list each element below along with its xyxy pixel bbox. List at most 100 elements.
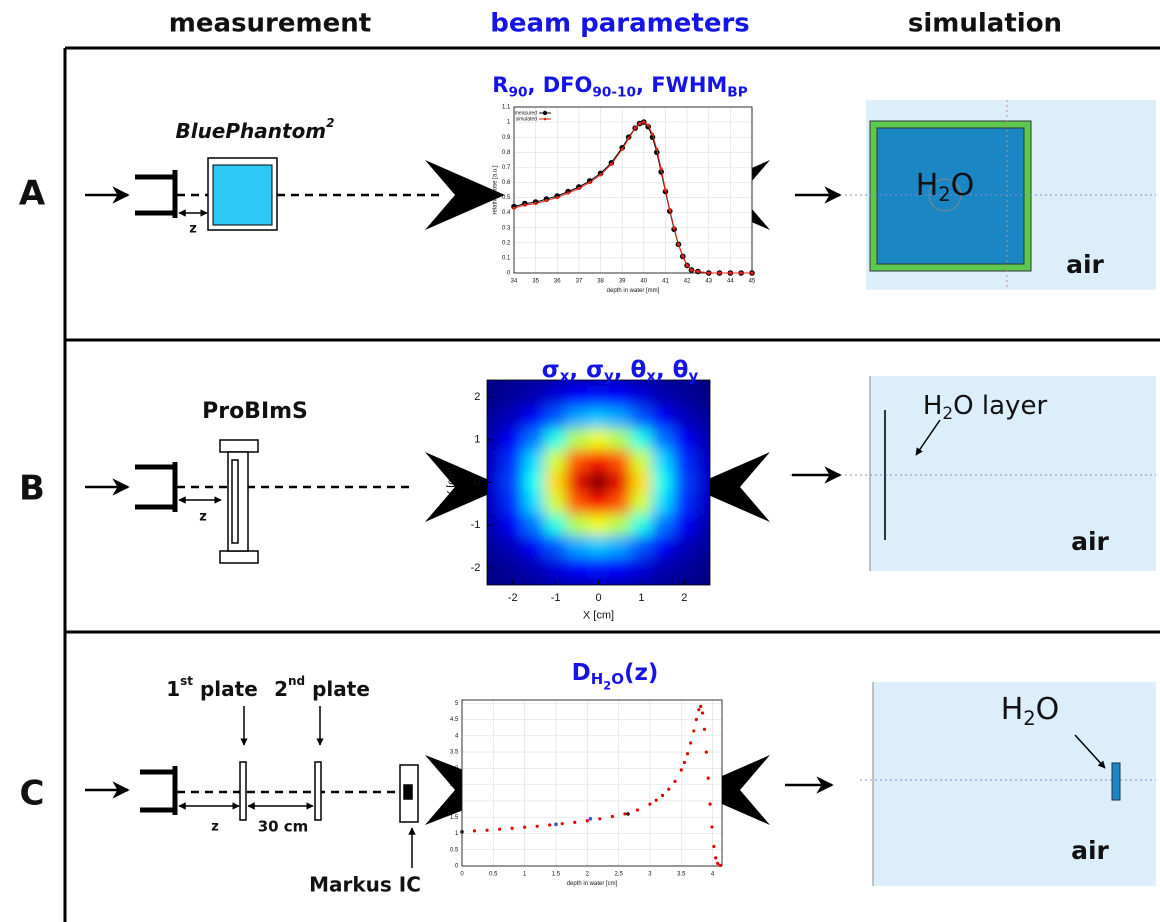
- y-tick-label: 1: [507, 120, 511, 126]
- heatmap-cell: [523, 386, 545, 408]
- data-point: [692, 729, 695, 732]
- beam-parameters-part: , DFO: [527, 73, 592, 97]
- heatmap-cell: [544, 407, 566, 429]
- heatmap-cell: [609, 535, 631, 557]
- data-point: [685, 264, 688, 267]
- y-tick-label: 4: [455, 733, 459, 739]
- data-point: [473, 829, 476, 832]
- data-point: [707, 777, 710, 780]
- x-tick-label: 44: [727, 279, 734, 285]
- beam-parameters-part: σ: [542, 357, 560, 383]
- x-tick-label: 45: [749, 279, 756, 285]
- data-point: [638, 122, 641, 125]
- x-tick-label: 42: [684, 279, 691, 285]
- distance-label: z: [189, 222, 197, 237]
- heatmap-cell: [652, 450, 674, 472]
- x-tick-label: 3: [648, 872, 652, 878]
- x-tick-label: 38: [597, 279, 604, 285]
- heatmap-cell: [630, 429, 652, 451]
- material-label-part: H: [916, 168, 939, 203]
- heatmap-cell: [673, 514, 695, 536]
- heatmap-cell: [544, 386, 566, 408]
- heatmap-cell: [630, 493, 652, 515]
- data-point: [712, 845, 715, 848]
- heatmap-cell: [523, 535, 545, 557]
- heatmap-cell: [694, 578, 716, 600]
- y-tick-label: 0.6: [502, 180, 511, 186]
- heatmap-cell: [544, 535, 566, 557]
- y-tick-label: 0: [455, 864, 459, 870]
- heatmap-cell: [609, 578, 631, 600]
- charts: 34353637383940414243444500.10.20.30.40.5…: [446, 105, 756, 888]
- x-tick-label: 2: [681, 592, 687, 604]
- heatmap-cell: [502, 557, 524, 579]
- data-point: [586, 819, 589, 822]
- plot-background: [462, 700, 722, 866]
- heatmap-cell: [673, 535, 695, 557]
- data-point: [701, 711, 704, 714]
- heatmap-cell: [652, 514, 674, 536]
- heatmap-cells: [480, 365, 717, 601]
- plate-label-part: 2: [274, 677, 288, 701]
- heatmap-cell: [673, 407, 695, 429]
- distance-label: z: [199, 510, 207, 525]
- heatmap-cell: [673, 557, 695, 579]
- data-point: [714, 856, 717, 859]
- x-axis-label: depth in water [cm]: [567, 881, 618, 887]
- heatmap-cell: [587, 557, 609, 579]
- beam-parameters-part: y: [688, 367, 698, 385]
- data-point: [623, 812, 626, 815]
- x-tick-label: 1: [523, 872, 527, 878]
- x-tick-label: 35: [532, 279, 539, 285]
- spacing-label: 30 cm: [258, 818, 309, 836]
- material-label-part: O layer: [953, 391, 1047, 421]
- heatmap-cell: [523, 557, 545, 579]
- heatmap-cell: [694, 514, 716, 536]
- data-point: [719, 864, 722, 867]
- material-label-part: O: [951, 168, 975, 203]
- heatmap-cell: [609, 493, 631, 515]
- heatmap-cell: [566, 407, 588, 429]
- data-point: [626, 812, 630, 816]
- beam-parameters-part: , σ: [569, 357, 604, 383]
- y-tick-label: 1: [455, 831, 459, 837]
- material-label: H2O layer: [923, 391, 1048, 423]
- y-tick-label: 0: [507, 271, 511, 277]
- distance-label: z: [211, 820, 219, 835]
- probims-device: [220, 440, 258, 563]
- device-name: ProBImS: [202, 399, 308, 424]
- data-point: [554, 823, 558, 827]
- legend-marker: [543, 111, 547, 115]
- heatmap-cell: [694, 450, 716, 472]
- x-tick-label: 0.5: [489, 872, 498, 878]
- data-point: [588, 181, 591, 184]
- heatmap-cell: [480, 535, 502, 557]
- beam-parameters-part: x: [560, 367, 570, 385]
- data-point: [660, 167, 663, 170]
- heatmap-cell: [673, 471, 695, 493]
- y-tick-label: 5: [455, 701, 459, 707]
- data-point: [611, 815, 614, 818]
- data-point: [498, 828, 501, 831]
- y-axis-label: Y [cm]: [446, 467, 458, 498]
- material-label-part: H: [923, 391, 943, 421]
- data-point: [661, 794, 664, 797]
- data-point: [750, 271, 753, 274]
- y-tick-label: 1: [474, 434, 480, 446]
- x-tick-label: 0: [460, 872, 464, 878]
- data-point: [556, 196, 559, 199]
- data-point: [708, 803, 711, 806]
- y-tick-label: -2: [471, 562, 481, 574]
- data-point: [695, 718, 698, 721]
- data-point: [589, 817, 593, 821]
- beam-parameters: DH2O(z): [572, 660, 659, 693]
- data-point: [740, 271, 743, 274]
- data-point: [677, 243, 680, 246]
- x-tick-label: 39: [619, 279, 626, 285]
- heatmap-cell: [566, 493, 588, 515]
- material-label-part: H: [1001, 692, 1024, 727]
- medium-label: air: [1071, 527, 1109, 556]
- data-point: [705, 750, 708, 753]
- data-point: [648, 803, 651, 806]
